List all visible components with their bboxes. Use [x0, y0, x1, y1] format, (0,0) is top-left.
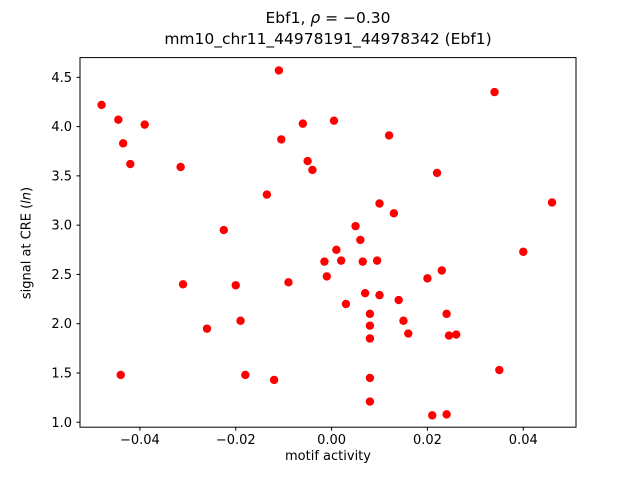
data-point [241, 370, 250, 380]
data-point [176, 162, 185, 172]
data-point [444, 331, 454, 340]
data-point [389, 209, 399, 218]
y-tick-label: 1.5 [51, 366, 72, 381]
y-tick-label: 4.5 [51, 71, 72, 86]
y-tick-label: 1.0 [51, 416, 72, 431]
data-point [336, 256, 346, 265]
data-point [547, 198, 557, 207]
data-point [394, 295, 403, 305]
data-point [126, 159, 135, 169]
data-point [428, 411, 437, 420]
data-point [358, 257, 367, 266]
data-point [490, 87, 499, 97]
rho-symbol: ρ [310, 9, 321, 27]
data-point [365, 309, 375, 319]
data-point [320, 257, 329, 266]
title-block: Ebf1, ρ = −0.30 mm10_chr11_44978191_4497… [80, 8, 576, 50]
data-point [236, 316, 245, 325]
axes-frame [79, 57, 577, 428]
y-tick-label: 2.5 [51, 268, 72, 283]
data-point [375, 199, 384, 208]
chart-subtitle: mm10_chr11_44978191_44978342 (Ebf1) [164, 30, 492, 48]
data-point [116, 370, 125, 380]
data-point [97, 100, 106, 110]
data-point [432, 168, 442, 178]
data-point [451, 330, 461, 339]
data-point [202, 324, 212, 333]
data-point [365, 373, 375, 383]
data-point [303, 156, 312, 166]
data-point [322, 272, 332, 281]
data-point [356, 235, 365, 245]
data-point [332, 245, 341, 254]
data-point [262, 190, 272, 199]
data-point [308, 165, 317, 175]
data-point [140, 120, 149, 129]
data-point [219, 225, 228, 235]
data-point [384, 131, 394, 140]
data-point [277, 135, 286, 144]
y-tick-label: 2.0 [51, 317, 72, 332]
data-point [365, 397, 375, 406]
data-point [284, 278, 293, 287]
y-axis-label-suffix: ) [19, 186, 35, 192]
data-point [274, 66, 284, 75]
data-point [365, 334, 375, 343]
y-axis-label-math: ln [19, 191, 35, 204]
data-point [375, 290, 384, 300]
data-point [399, 316, 408, 325]
data-point [437, 266, 447, 275]
chart-title-prefix: Ebf1, [265, 9, 311, 27]
data-point [269, 375, 279, 385]
data-point [351, 221, 360, 231]
data-point [298, 119, 308, 128]
data-point [495, 365, 504, 375]
data-point [341, 299, 351, 309]
y-tick-label: 3.0 [51, 219, 72, 234]
chart-title: Ebf1, ρ = −0.30 [80, 8, 576, 29]
x-tick-label: −0.04 [120, 433, 160, 448]
data-point [442, 410, 451, 419]
y-tick-label: 4.0 [51, 120, 72, 135]
x-tick-label: 0.02 [413, 433, 442, 448]
x-tick-label: −0.02 [216, 433, 256, 448]
x-tick-label: 0.04 [509, 433, 538, 448]
data-point [372, 256, 382, 265]
chart-title-suffix: = −0.30 [320, 9, 391, 27]
x-axis-label: motif activity [285, 449, 371, 464]
data-point [118, 139, 128, 148]
y-tick-label: 3.5 [51, 169, 72, 184]
data-point [114, 115, 123, 124]
data-point [442, 309, 451, 319]
data-point [404, 329, 413, 338]
y-axis-label: signal at CRE (ln) [20, 187, 35, 299]
data-point [519, 247, 528, 256]
data-point [360, 288, 370, 298]
y-axis-label-prefix: signal at CRE ( [19, 203, 35, 300]
data-point [365, 321, 375, 330]
data-point [329, 116, 339, 125]
x-tick-label: 0.00 [317, 433, 346, 448]
data-point [423, 274, 432, 283]
data-point [231, 281, 240, 290]
data-point [178, 280, 188, 289]
